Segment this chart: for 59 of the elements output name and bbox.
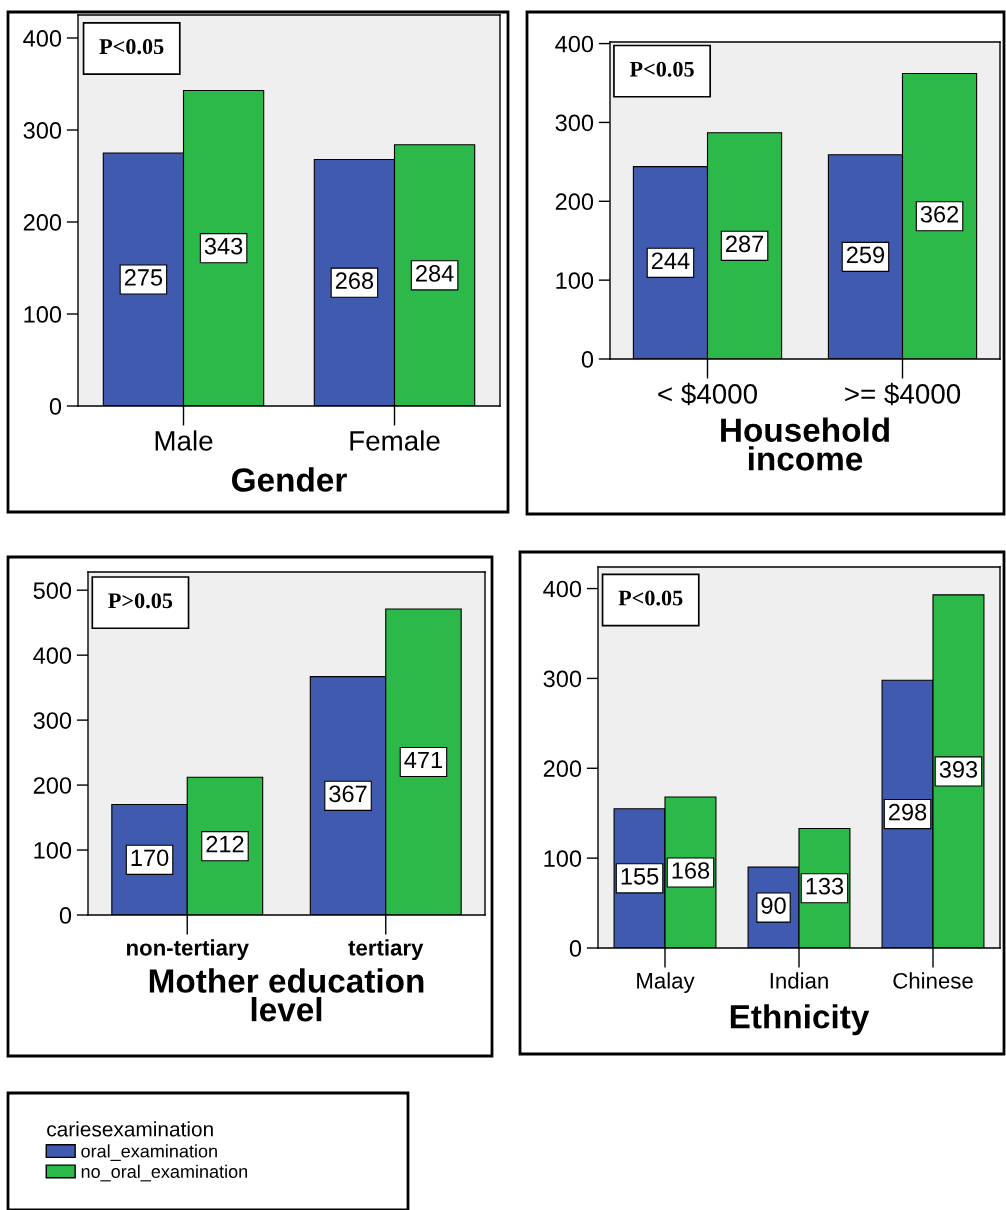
- x-axis-title: Household income: [721, 417, 889, 471]
- y-tick-label: 500: [33, 582, 72, 599]
- x-tick-label: Malay: [637, 972, 695, 994]
- data-label: 212: [206, 835, 244, 853]
- x-tick-label: tertiary: [348, 939, 424, 961]
- y-tick-label: 0: [569, 940, 582, 957]
- x-tick-label: Indian: [770, 972, 828, 989]
- legend-label: oral_examination: [81, 1144, 217, 1161]
- data-label: 170: [131, 849, 169, 867]
- data-label: 362: [920, 205, 959, 223]
- x-tick-label: Chinese: [893, 972, 973, 989]
- y-tick-label: 300: [555, 114, 594, 132]
- data-label: 133: [806, 877, 844, 895]
- annotation: P>0.05: [108, 593, 173, 609]
- y-tick-label: 100: [34, 842, 72, 859]
- x-axis-title: Gender: [232, 467, 347, 492]
- x-axis-title: Ethnicity: [730, 1004, 870, 1036]
- data-label: 268: [335, 272, 374, 290]
- data-label: 287: [726, 235, 764, 253]
- y-tick-label: 300: [23, 122, 62, 139]
- x-tick-label: non-tertiary: [126, 939, 249, 961]
- y-tick-label: 0: [581, 351, 594, 368]
- y-tick-label: 300: [33, 712, 72, 729]
- y-tick-label: 0: [59, 907, 72, 924]
- y-tick-label: 200: [555, 193, 594, 211]
- legend-title: cariesexamination: [47, 1121, 213, 1137]
- y-tick-label: 200: [543, 760, 582, 778]
- data-label: 168: [672, 862, 710, 879]
- annotation: P<0.05: [618, 590, 683, 606]
- y-tick-label: 100: [24, 306, 62, 323]
- x-tick-label: < $4000: [658, 382, 758, 406]
- annotation: P<0.05: [99, 39, 164, 55]
- data-label: 284: [416, 264, 454, 282]
- data-label: 393: [939, 761, 978, 778]
- data-label: 90: [761, 897, 786, 914]
- data-label: 471: [404, 751, 443, 769]
- y-tick-label: 100: [544, 850, 582, 867]
- data-label: 367: [329, 785, 367, 803]
- x-tick-label: Male: [155, 430, 213, 451]
- x-axis-title: Mother education level: [149, 968, 424, 1022]
- data-label: 259: [846, 246, 885, 264]
- annotation: P<0.05: [629, 61, 694, 77]
- y-tick-label: 300: [543, 670, 582, 688]
- y-tick-label: 400: [543, 580, 582, 598]
- data-label: 155: [621, 868, 659, 885]
- legend-label: no_oral_examination: [81, 1164, 248, 1182]
- x-tick-label: Female: [350, 430, 440, 451]
- x-tick-label: >= $4000: [845, 382, 961, 406]
- y-tick-label: 200: [33, 777, 72, 794]
- data-label: 343: [204, 237, 243, 255]
- y-tick-label: 400: [23, 30, 62, 47]
- y-tick-label: 100: [556, 272, 594, 289]
- y-tick-label: 0: [49, 398, 62, 415]
- y-tick-label: 200: [23, 214, 62, 231]
- y-tick-label: 400: [33, 647, 72, 664]
- data-label: 298: [889, 803, 927, 821]
- y-tick-label: 400: [555, 35, 594, 53]
- data-label: 244: [651, 252, 690, 269]
- data-label: 275: [124, 269, 163, 286]
